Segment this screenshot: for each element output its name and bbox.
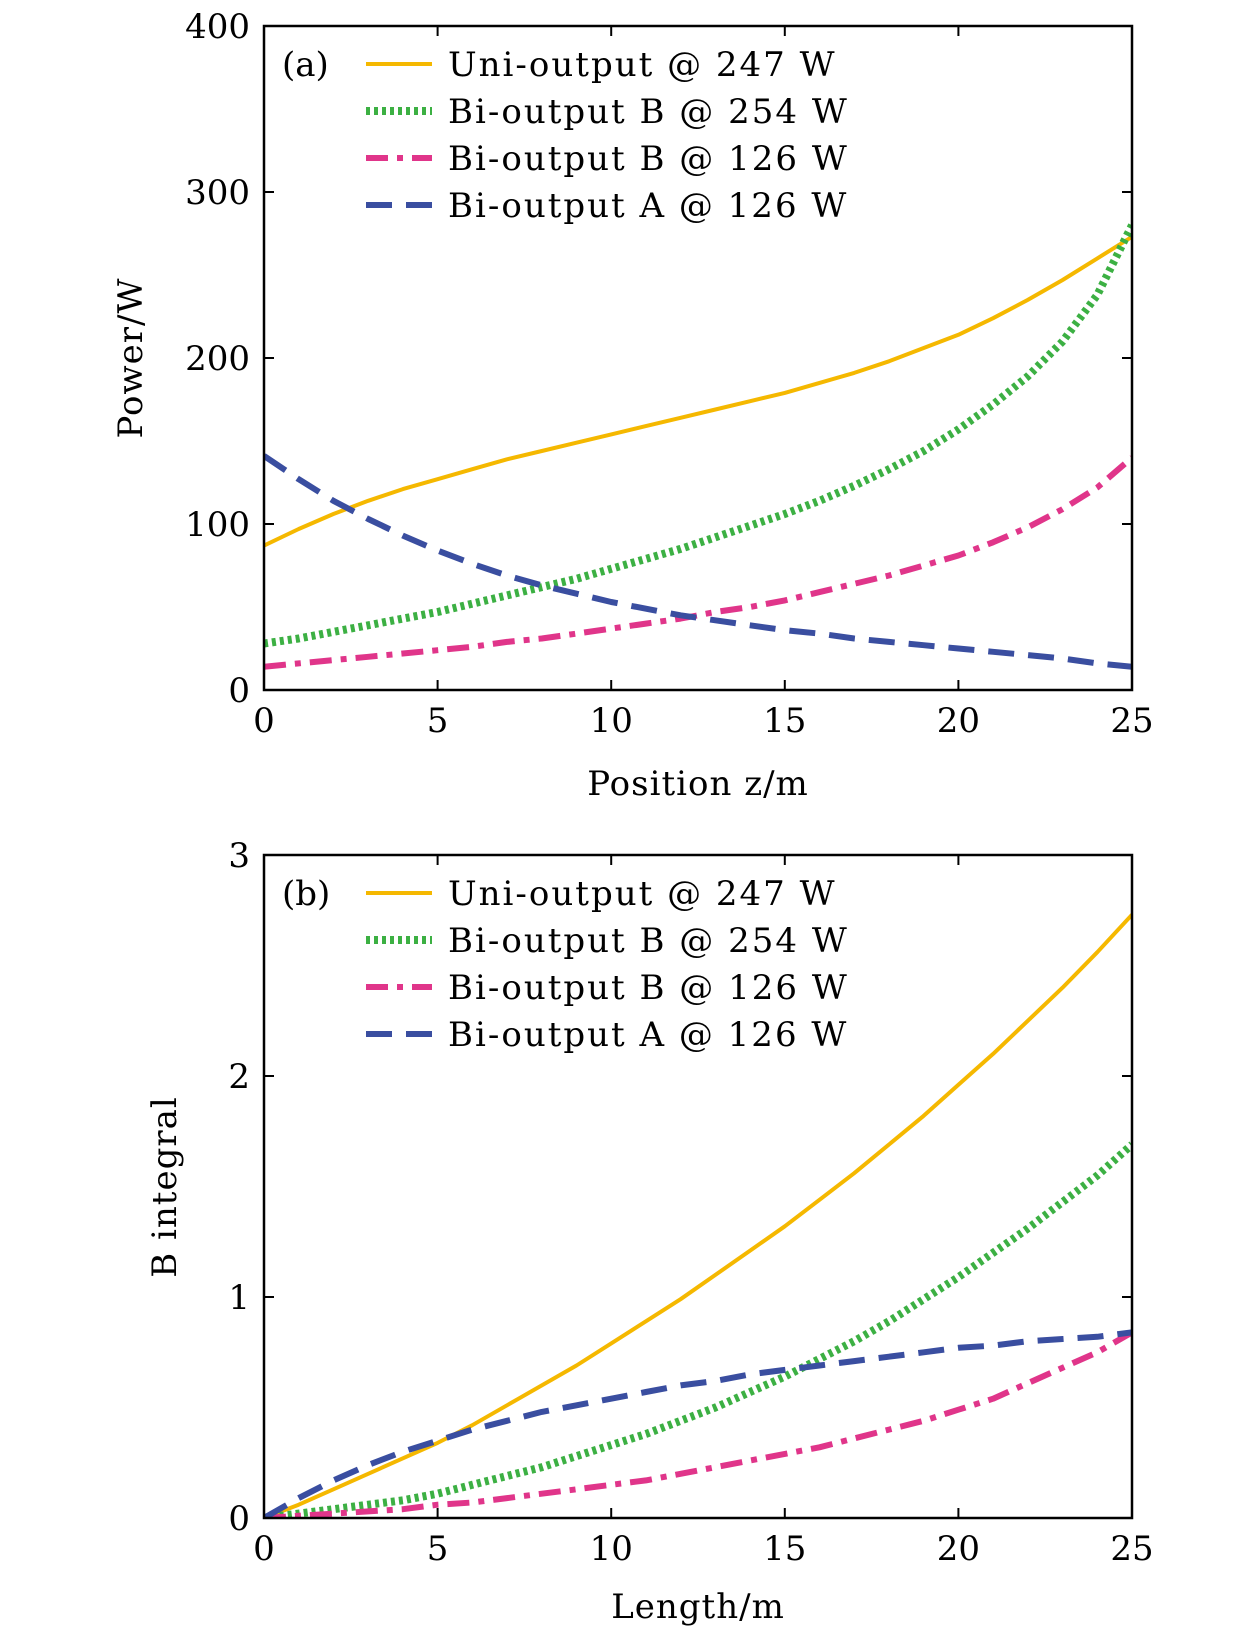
x-tick-label: 5 — [427, 1529, 449, 1569]
x-tick-label: 15 — [763, 1529, 806, 1569]
legend-label-4: Bi-output A @ 126 W — [448, 1015, 848, 1055]
series-line-1 — [264, 235, 1132, 548]
series-line-4 — [264, 1329, 1132, 1518]
y-axis-title: B integral — [145, 1096, 185, 1278]
plot-frame — [262, 853, 1134, 1520]
series-line-3 — [264, 1329, 1132, 1518]
x-tick-label: 20 — [937, 701, 980, 741]
x-tick-label: 25 — [1110, 1529, 1153, 1569]
y-axis-title: Power/W — [111, 278, 151, 439]
series-line-2 — [264, 1141, 1132, 1518]
x-axis-title: Length/m — [611, 1587, 785, 1627]
y-tick-label: 2 — [228, 1057, 250, 1097]
x-tick-label: 10 — [590, 1529, 633, 1569]
series-line-4 — [264, 453, 1132, 670]
x-tick-label: 25 — [1110, 701, 1153, 741]
plot-area — [264, 913, 1132, 1518]
x-axis-title: Position z/m — [587, 764, 809, 804]
legend: Uni-output @ 247 W Bi-output B @ 254 W Bi-… — [366, 45, 849, 226]
y-tick-label: 3 — [228, 836, 250, 876]
y-tick-label: 200 — [185, 339, 250, 379]
x-tick-label: 20 — [937, 1529, 980, 1569]
x-tick-label: 0 — [253, 1529, 275, 1569]
y-tick-label: 400 — [185, 7, 250, 47]
legend: Uni-output @ 247 W Bi-output B @ 254 W Bi-… — [366, 874, 849, 1055]
x-tick-label: 5 — [427, 701, 449, 741]
legend-label-2: Bi-output B @ 254 W — [448, 921, 849, 961]
chart-panel-b: 0 5 10 15 20 25 0 1 2 3 Length/m B integral (b) Uni-o… — [145, 836, 1154, 1627]
y-tick-label: 0 — [228, 671, 250, 711]
y-tick-label: 0 — [228, 1499, 250, 1539]
panel-label: (b) — [282, 874, 330, 914]
legend-label-3: Bi-output B @ 126 W — [448, 968, 849, 1008]
x-tick-label: 0 — [253, 701, 275, 741]
panel-label: (a) — [282, 45, 329, 85]
legend-label-1: Uni-output @ 247 W — [448, 45, 837, 85]
legend-label-4: Bi-output A @ 126 W — [448, 186, 848, 226]
chart-panel-a: 0 5 10 15 20 25 0 100 200 300 400 Position z/m Power… — [111, 7, 1154, 804]
legend-label-2: Bi-output B @ 254 W — [448, 92, 849, 132]
legend-label-3: Bi-output B @ 126 W — [448, 139, 849, 179]
y-tick-label: 300 — [185, 173, 250, 213]
series-line-1 — [264, 913, 1132, 1518]
plot-area — [264, 223, 1132, 670]
y-tick-label: 1 — [228, 1278, 250, 1318]
x-tick-label: 10 — [590, 701, 633, 741]
y-tick-label: 100 — [185, 505, 250, 545]
legend-label-1: Uni-output @ 247 W — [448, 874, 837, 914]
series-line-2 — [264, 223, 1132, 648]
series-line-3 — [264, 455, 1132, 670]
x-tick-label: 15 — [763, 701, 806, 741]
